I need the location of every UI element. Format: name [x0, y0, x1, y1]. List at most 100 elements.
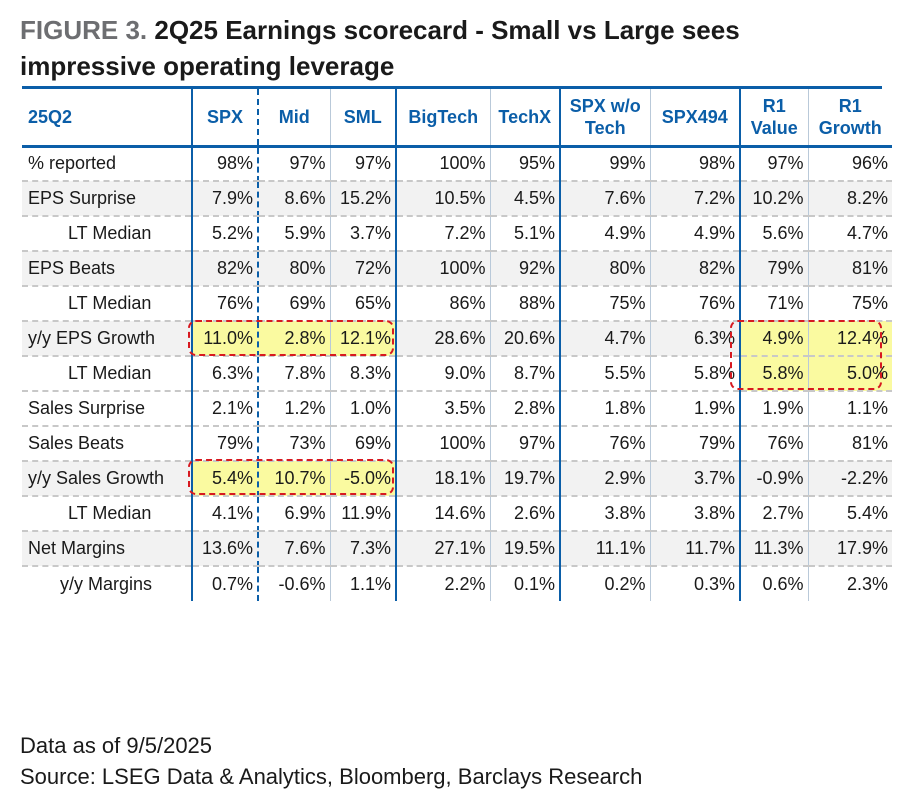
cell-spx: 0.7%	[192, 566, 259, 601]
cell-r1-value: 71%	[740, 286, 809, 322]
cell-spx494: 82%	[650, 251, 741, 287]
table-row: EPS Beats 82% 80% 72% 100% 92% 80% 82% 79% 81%	[22, 251, 892, 287]
cell-spx494: 98%	[650, 146, 741, 182]
table-row: % reported 98% 97% 97% 100% 95% 99% 98% 97% 96%	[22, 146, 892, 182]
table-row: y/y Sales Growth 5.4% 10.7% -5.0% 18.1% 19.7%…	[22, 461, 892, 497]
cell-spx: 79%	[192, 426, 259, 462]
cell-r1-growth: 96%	[808, 146, 892, 182]
cell-spx: 13.6%	[192, 531, 259, 567]
cell-mid: 6.9%	[258, 496, 331, 532]
cell-bigtech: 9.0%	[396, 356, 491, 392]
cell-mid: 8.6%	[258, 181, 331, 217]
cell-spx-wo-tech: 0.2%	[560, 566, 651, 601]
cell-sml: 11.9%	[330, 496, 397, 532]
cell-mid: 7.6%	[258, 531, 331, 567]
cell-techx: 95%	[490, 146, 561, 182]
cell-mid: 7.8%	[258, 356, 331, 392]
corner-header: 25Q2	[22, 89, 193, 148]
cell-sml: 97%	[330, 146, 397, 182]
cell-r1-growth: 12.4%	[808, 321, 892, 357]
cell-r1-growth: 17.9%	[808, 531, 892, 567]
header-row: 25Q2 SPX Mid SML BigTech TechX SPX w/o T…	[22, 89, 892, 148]
cell-r1-growth: 81%	[808, 251, 892, 287]
cell-spx494: 76%	[650, 286, 741, 322]
cell-spx: 7.9%	[192, 181, 259, 217]
cell-spx: 11.0%	[192, 321, 259, 357]
col-header-sml: SML	[330, 89, 397, 148]
cell-spx494: 0.3%	[650, 566, 741, 601]
cell-techx: 88%	[490, 286, 561, 322]
cell-bigtech: 14.6%	[396, 496, 491, 532]
cell-mid: 1.2%	[258, 391, 331, 427]
col-header-spx-wo-tech: SPX w/o Tech	[560, 89, 651, 148]
cell-r1-value: 10.2%	[740, 181, 809, 217]
cell-spx-wo-tech: 11.1%	[560, 531, 651, 567]
table-row: EPS Surprise 7.9% 8.6% 15.2% 10.5% 4.5% 7.6% 7.…	[22, 181, 892, 217]
figure-title: FIGURE 3. 2Q25 Earnings scorecard - Smal…	[20, 12, 880, 84]
cell-spx: 5.4%	[192, 461, 259, 497]
row-label: LT Median	[22, 356, 193, 392]
cell-r1-value: 4.9%	[740, 321, 809, 357]
cell-bigtech: 27.1%	[396, 531, 491, 567]
cell-mid: 73%	[258, 426, 331, 462]
cell-techx: 8.7%	[490, 356, 561, 392]
cell-bigtech: 100%	[396, 426, 491, 462]
cell-bigtech: 10.5%	[396, 181, 491, 217]
scorecard-table-container: 25Q2 SPX Mid SML BigTech TechX SPX w/o T…	[22, 86, 892, 601]
cell-r1-value: -0.9%	[740, 461, 809, 497]
date-note: Data as of 9/5/2025	[20, 733, 213, 758]
cell-r1-growth: 5.4%	[808, 496, 892, 532]
row-label: % reported	[22, 146, 193, 182]
col-header-spx: SPX	[192, 89, 259, 148]
row-label: Sales Surprise	[22, 391, 193, 427]
col-header-r1-growth: R1 Growth	[808, 89, 892, 148]
cell-r1-value: 76%	[740, 426, 809, 462]
row-label: LT Median	[22, 216, 193, 252]
cell-spx-wo-tech: 80%	[560, 251, 651, 287]
cell-r1-growth: 2.3%	[846, 573, 888, 594]
table-row: LT Median 5.2% 5.9% 3.7% 7.2% 5.1% 4.9% 4.9% 5.6…	[22, 216, 892, 252]
row-label: y/y Margins	[22, 566, 193, 601]
cell-spx-wo-tech: 75%	[560, 286, 651, 322]
cell-sml: 15.2%	[330, 181, 397, 217]
cell-spx-wo-tech: 1.8%	[560, 391, 651, 427]
cell-sml: 7.3%	[330, 531, 397, 567]
row-label: y/y EPS Growth	[22, 321, 193, 357]
cell-spx-wo-tech: 99%	[560, 146, 651, 182]
cell-spx494: 79%	[650, 426, 741, 462]
cell-sml: -5.0%	[330, 461, 397, 497]
cell-sml: 1.0%	[330, 391, 397, 427]
cell-r1-growth: 81%	[808, 426, 892, 462]
table-row: LT Median 4.1% 6.9% 11.9% 14.6% 2.6% 3.8% 3.8% 2…	[22, 496, 892, 532]
row-label: EPS Surprise	[22, 181, 193, 217]
row-label: EPS Beats	[22, 251, 193, 287]
cell-bigtech: 100%	[396, 251, 491, 287]
cell-sml: 69%	[330, 426, 397, 462]
cell-bigtech: 2.2%	[396, 566, 491, 601]
cell-spx-wo-tech: 4.9%	[560, 216, 651, 252]
cell-techx: 97%	[490, 426, 561, 462]
col-header-techx: TechX	[490, 89, 561, 148]
cell-spx-wo-tech: 5.5%	[560, 356, 651, 392]
cell-techx: 20.6%	[490, 321, 561, 357]
cell-spx: 6.3%	[192, 356, 259, 392]
cell-spx: 5.2%	[192, 216, 259, 252]
cell-r1-growth: 75%	[808, 286, 892, 322]
cell-techx: 2.6%	[490, 496, 561, 532]
cell-mid: -0.6%	[258, 566, 331, 601]
table-row: Net Margins 13.6% 7.6% 7.3% 27.1% 19.5% 11.1% 1…	[22, 531, 892, 567]
cell-bigtech: 3.5%	[396, 391, 491, 427]
cell-r1-value: 97%	[740, 146, 809, 182]
cell-sml: 12.1%	[330, 321, 397, 357]
cell-spx-wo-tech: 3.8%	[560, 496, 651, 532]
row-label: LT Median	[22, 286, 193, 322]
cell-mid: 80%	[258, 251, 331, 287]
cell-sml: 3.7%	[330, 216, 397, 252]
cell-spx494: 7.2%	[650, 181, 741, 217]
cell-r1-value: 5.8%	[740, 356, 809, 392]
figure-footer: Data as of 9/5/2025 Source: LSEG Data & …	[20, 730, 642, 792]
cell-mid: 97%	[258, 146, 331, 182]
figure-title-text: 2Q25 Earnings scorecard - Small vs Large…	[20, 15, 740, 81]
col-header-mid: Mid	[258, 89, 331, 148]
cell-r1-value: 1.9%	[740, 391, 809, 427]
